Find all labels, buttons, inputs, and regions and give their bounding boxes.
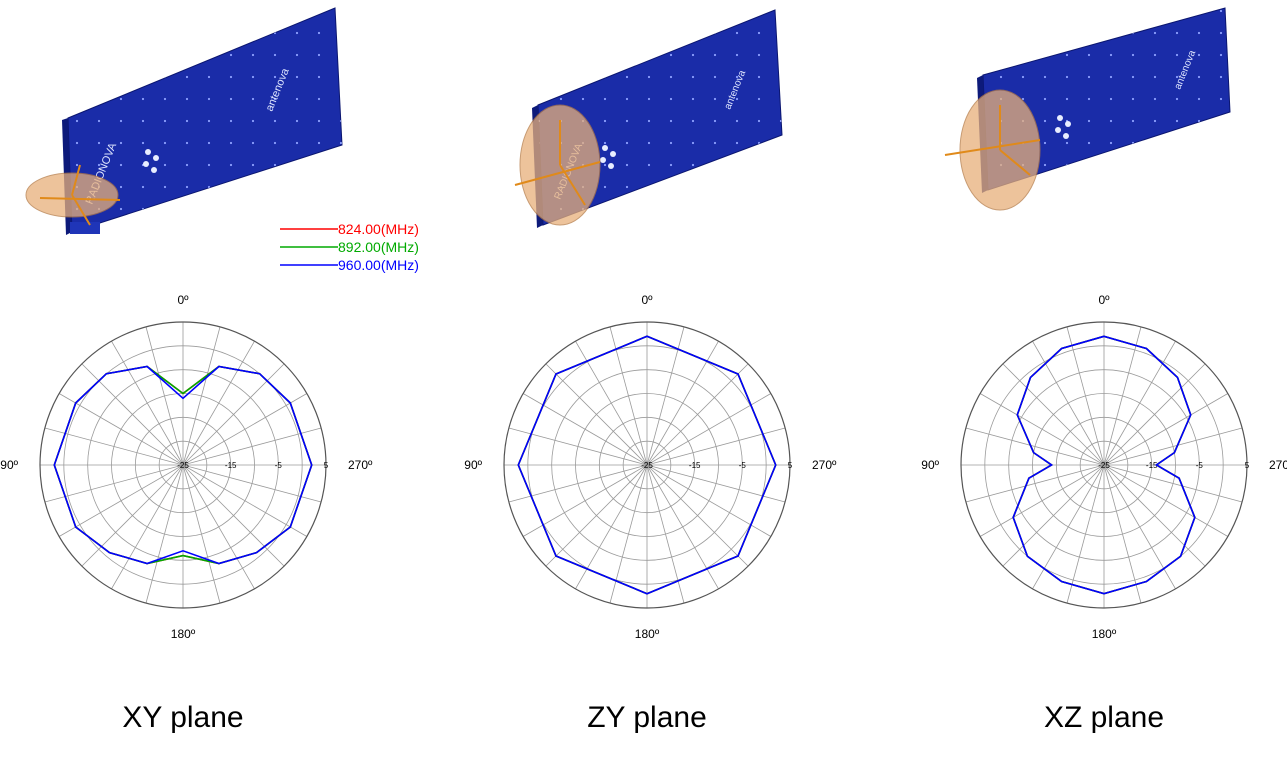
angle-label: 0º	[641, 293, 653, 307]
ring-label: -25	[1098, 461, 1110, 470]
polar-ring	[158, 440, 208, 490]
polar-chart-xy: -25 -15 -5 5 0º 90º 180º 270º	[0, 293, 373, 641]
angle-label: 270º	[812, 458, 837, 472]
angle-label: 270º	[348, 458, 373, 472]
polar-ring	[622, 440, 672, 490]
board-illustration-xy: antenova RADIONOVA	[25, 7, 343, 235]
ring-label: -15	[1146, 461, 1158, 470]
angle-label: 0º	[1098, 293, 1110, 307]
caption-zy: ZY plane	[587, 701, 707, 734]
series-line	[1012, 335, 1196, 595]
ring-label: -5	[1196, 461, 1204, 470]
board-illustration-zy: antenova RADIONOVA	[514, 9, 783, 228]
polar-chart-xz: -25 -15 -5 5 0º 90º 180º 270º	[921, 293, 1287, 641]
polar-ring	[1079, 440, 1129, 490]
legend-label-824: 824.00(MHz)	[338, 221, 419, 237]
polar-ring	[503, 321, 791, 609]
polar-ring	[984, 345, 1224, 585]
ring-label: -5	[275, 461, 283, 470]
angle-label: 180º	[635, 627, 660, 641]
angle-label: 90º	[921, 458, 939, 472]
polar-ring	[598, 416, 696, 514]
angle-label: 270º	[1269, 458, 1287, 472]
ring-label: -5	[739, 461, 747, 470]
polar-ring	[960, 321, 1248, 609]
polar-ring	[551, 369, 743, 561]
legend-label-892: 892.00(MHz)	[338, 239, 419, 255]
angle-label: 180º	[171, 627, 196, 641]
polar-ring	[63, 345, 303, 585]
board-illustration-xz: antenova	[944, 7, 1231, 211]
ring-label: -15	[689, 461, 701, 470]
polar-ring	[134, 416, 232, 514]
series-line	[53, 365, 313, 565]
angle-label: 90º	[464, 458, 482, 472]
caption-xz: XZ plane	[1044, 701, 1164, 734]
angle-label: 90º	[0, 458, 18, 472]
legend: 824.00(MHz) 892.00(MHz) 960.00(MHz)	[280, 221, 419, 273]
polar-ring	[39, 321, 327, 609]
ring-label: -25	[177, 461, 189, 470]
polar-ring	[87, 369, 279, 561]
polar-ring	[527, 345, 767, 585]
caption-xy: XY plane	[122, 701, 243, 734]
polar-ring	[1032, 393, 1176, 537]
angle-label: 0º	[177, 293, 189, 307]
angle-label: 180º	[1092, 627, 1117, 641]
legend-label-960: 960.00(MHz)	[338, 257, 419, 273]
polar-ring	[1008, 369, 1200, 561]
ring-label: 5	[324, 461, 329, 470]
ring-label: 5	[788, 461, 793, 470]
ring-label: -15	[225, 461, 237, 470]
ring-label: 5	[1245, 461, 1250, 470]
polar-ring	[575, 393, 719, 537]
ring-label: -25	[641, 461, 653, 470]
polar-ring	[1055, 416, 1153, 514]
polar-chart-zy: -25 -15 -5 5 0º 90º 180º 270º	[464, 293, 837, 641]
series-line	[517, 335, 777, 595]
